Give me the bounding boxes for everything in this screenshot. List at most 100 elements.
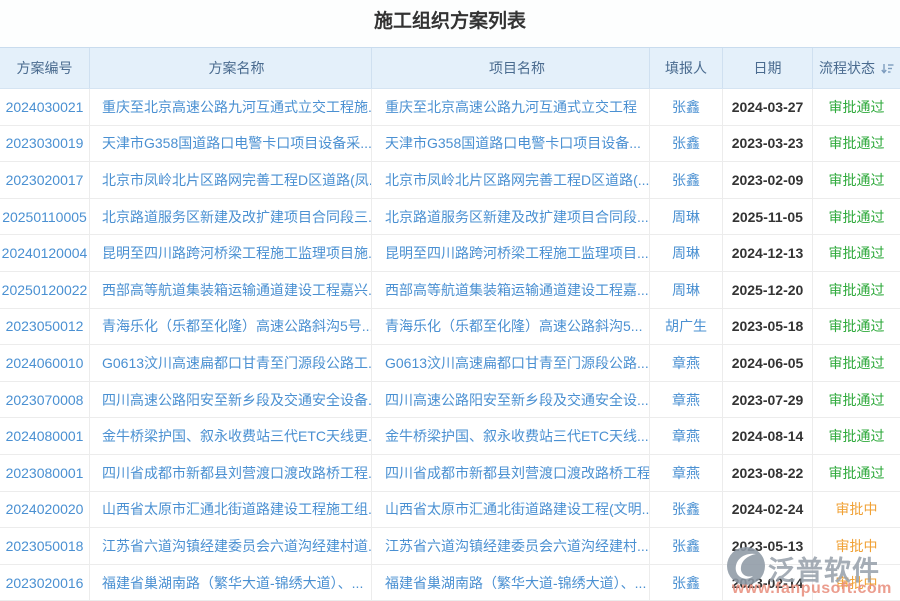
date-value: 2023-03-23 <box>732 135 804 151</box>
table-row[interactable]: 2023050018 江苏省六道沟镇经建委员会六道沟经建村道... 江苏省六道沟… <box>0 528 900 565</box>
plan-number-link[interactable]: 2023030019 <box>6 135 84 151</box>
project-name-link[interactable]: 山西省太原市汇通北街道路建设工程(文明... <box>385 499 650 519</box>
table-row[interactable]: 2024020020 山西省太原市汇通北街道路建设工程施工组... 山西省太原市… <box>0 492 900 529</box>
status-text: 审批中 <box>836 536 878 556</box>
project-name-link[interactable]: 青海乐化（乐都至化隆）高速公路斜沟5... <box>385 316 642 336</box>
plan-number-link[interactable]: 20250120022 <box>2 282 88 298</box>
plan-name-link[interactable]: 北京路道服务区新建及改扩建项目合同段三... <box>102 207 372 227</box>
plan-name-link[interactable]: 四川高速公路阳安至新乡段及交通安全设备... <box>102 390 372 410</box>
plan-name-link[interactable]: 青海乐化（乐都至化隆）高速公路斜沟5号... <box>102 316 372 336</box>
status-text: 审批通过 <box>829 390 885 410</box>
plan-name-link[interactable]: 北京市凤岭北片区路网完善工程D区道路(凤... <box>102 170 372 190</box>
table-row[interactable]: 2023080001 四川省成都市新都县刘营渡口渡改路桥工程... 四川省成都市… <box>0 455 900 492</box>
plan-number-link[interactable]: 2023080001 <box>6 465 84 481</box>
date-value: 2024-08-14 <box>732 428 804 444</box>
plan-name-link[interactable]: 江苏省六道沟镇经建委员会六道沟经建村道... <box>102 536 372 556</box>
date-value: 2023-05-13 <box>732 538 804 554</box>
project-name-link[interactable]: 福建省巢湖南路（繁华大道-锦绣大道）、... <box>385 573 646 593</box>
reporter-name: 张鑫 <box>672 499 700 519</box>
plan-name-link[interactable]: G0613汶川高速扁都口甘青至门源段公路工... <box>102 353 372 373</box>
plan-number-link[interactable]: 2024060010 <box>6 355 84 371</box>
reporter-name: 周琳 <box>672 280 700 300</box>
project-name-link[interactable]: 重庆至北京高速公路九河互通式立交工程 <box>385 97 637 117</box>
sort-icon[interactable] <box>881 62 894 75</box>
table-row[interactable]: 2023020017 北京市凤岭北片区路网完善工程D区道路(凤... 北京市凤岭… <box>0 162 900 199</box>
table-row[interactable]: 2023020016 福建省巢湖南路（繁华大道-锦绣大道）、... 福建省巢湖南… <box>0 565 900 601</box>
header-plan-name: 方案名称 <box>90 48 372 88</box>
plan-number-link[interactable]: 2023020017 <box>6 172 84 188</box>
plan-name-link[interactable]: 西部高等航道集装箱运输通道建设工程嘉兴... <box>102 280 372 300</box>
status-text: 审批中 <box>836 499 878 519</box>
plan-number-link[interactable]: 20250110005 <box>2 209 87 225</box>
plan-number-link[interactable]: 2023020016 <box>6 575 84 591</box>
project-name-link[interactable]: 四川省成都市新都县刘营渡口渡改路桥工程 <box>385 463 650 483</box>
plan-number-link[interactable]: 2023070008 <box>6 392 84 408</box>
table-row[interactable]: 2023050012 青海乐化（乐都至化隆）高速公路斜沟5号... 青海乐化（乐… <box>0 309 900 346</box>
reporter-name: 张鑫 <box>672 133 700 153</box>
reporter-name: 张鑫 <box>672 170 700 190</box>
plan-number-link[interactable]: 2023050018 <box>6 538 84 554</box>
plan-name-link[interactable]: 福建省巢湖南路（繁华大道-锦绣大道）、... <box>102 573 363 593</box>
date-value: 2025-11-05 <box>732 209 803 225</box>
project-name-link[interactable]: 北京路道服务区新建及改扩建项目合同段... <box>385 207 649 227</box>
table-row[interactable]: 20240120004 昆明至四川路跨河桥梁工程施工监理项目施... 昆明至四川… <box>0 235 900 272</box>
project-name-link[interactable]: 北京市凤岭北片区路网完善工程D区道路(... <box>385 170 649 190</box>
status-text: 审批通过 <box>829 97 885 117</box>
header-reporter: 填报人 <box>650 48 723 88</box>
status-text: 审批通过 <box>829 463 885 483</box>
project-name-link[interactable]: 昆明至四川路跨河桥梁工程施工监理项目... <box>385 243 649 263</box>
plan-number-link[interactable]: 2024020020 <box>6 501 84 517</box>
table-row[interactable]: 2024080001 金牛桥梁护国、叙永收费站三代ETC天线更... 金牛桥梁护… <box>0 418 900 455</box>
plan-name-link[interactable]: 昆明至四川路跨河桥梁工程施工监理项目施... <box>102 243 372 263</box>
plan-name-link[interactable]: 天津市G358国道路口电警卡口项目设备采... <box>102 133 372 153</box>
reporter-name: 张鑫 <box>672 97 700 117</box>
project-name-link[interactable]: 金牛桥梁护国、叙永收费站三代ETC天线... <box>385 426 649 446</box>
date-value: 2024-02-24 <box>732 501 804 517</box>
status-text: 审批通过 <box>829 426 885 446</box>
date-value: 2023-08-22 <box>732 465 804 481</box>
date-value: 2023-05-18 <box>732 318 804 334</box>
status-text: 审批通过 <box>829 133 885 153</box>
table-row[interactable]: 2023030019 天津市G358国道路口电警卡口项目设备采... 天津市G3… <box>0 126 900 163</box>
plan-name-link[interactable]: 山西省太原市汇通北街道路建设工程施工组... <box>102 499 372 519</box>
plan-number-link[interactable]: 20240120004 <box>2 245 88 261</box>
plan-number-link[interactable]: 2023050012 <box>6 318 84 334</box>
project-name-link[interactable]: 西部高等航道集装箱运输通道建设工程嘉... <box>385 280 649 300</box>
header-plan-number: 方案编号 <box>0 48 90 88</box>
reporter-name: 章燕 <box>672 426 700 446</box>
date-value: 2024-06-05 <box>732 355 804 371</box>
status-text: 审批通过 <box>829 170 885 190</box>
header-date: 日期 <box>723 48 813 88</box>
plan-name-link[interactable]: 金牛桥梁护国、叙永收费站三代ETC天线更... <box>102 426 372 446</box>
plan-number-link[interactable]: 2024080001 <box>6 428 84 444</box>
project-name-link[interactable]: G0613汶川高速扁都口甘青至门源段公路... <box>385 353 649 373</box>
table-row[interactable]: 2024060010 G0613汶川高速扁都口甘青至门源段公路工... G061… <box>0 345 900 382</box>
table-row[interactable]: 2024030021 重庆至北京高速公路九河互通式立交工程施... 重庆至北京高… <box>0 89 900 126</box>
status-text: 审批通过 <box>829 280 885 300</box>
reporter-name: 周琳 <box>672 207 700 227</box>
status-text: 审批中 <box>836 573 878 593</box>
table-body: 2024030021 重庆至北京高速公路九河互通式立交工程施... 重庆至北京高… <box>0 89 900 601</box>
reporter-name: 章燕 <box>672 390 700 410</box>
date-value: 2023-02-14 <box>732 575 804 591</box>
date-value: 2025-12-20 <box>732 282 804 298</box>
plan-name-link[interactable]: 重庆至北京高速公路九河互通式立交工程施... <box>102 97 372 117</box>
header-status: 流程状态 <box>813 48 900 88</box>
plan-number-link[interactable]: 2024030021 <box>6 99 84 115</box>
reporter-name: 章燕 <box>672 463 700 483</box>
page-title: 施工组织方案列表 <box>0 0 900 47</box>
project-name-link[interactable]: 江苏省六道沟镇经建委员会六道沟经建村... <box>385 536 649 556</box>
table-row[interactable]: 2023070008 四川高速公路阳安至新乡段及交通安全设备... 四川高速公路… <box>0 382 900 419</box>
reporter-name: 章燕 <box>672 353 700 373</box>
reporter-name: 胡广生 <box>665 316 707 336</box>
status-text: 审批通过 <box>829 353 885 373</box>
table-header-row: 方案编号 方案名称 项目名称 填报人 日期 流程状态 <box>0 48 900 89</box>
table-row[interactable]: 20250120022 西部高等航道集装箱运输通道建设工程嘉兴... 西部高等航… <box>0 272 900 309</box>
project-name-link[interactable]: 天津市G358国道路口电警卡口项目设备... <box>385 133 641 153</box>
project-name-link[interactable]: 四川高速公路阳安至新乡段及交通安全设... <box>385 390 649 410</box>
status-text: 审批通过 <box>829 316 885 336</box>
table-row[interactable]: 20250110005 北京路道服务区新建及改扩建项目合同段三... 北京路道服… <box>0 199 900 236</box>
header-project-name: 项目名称 <box>372 48 650 88</box>
plan-name-link[interactable]: 四川省成都市新都县刘营渡口渡改路桥工程... <box>102 463 372 483</box>
date-value: 2023-02-09 <box>732 172 804 188</box>
